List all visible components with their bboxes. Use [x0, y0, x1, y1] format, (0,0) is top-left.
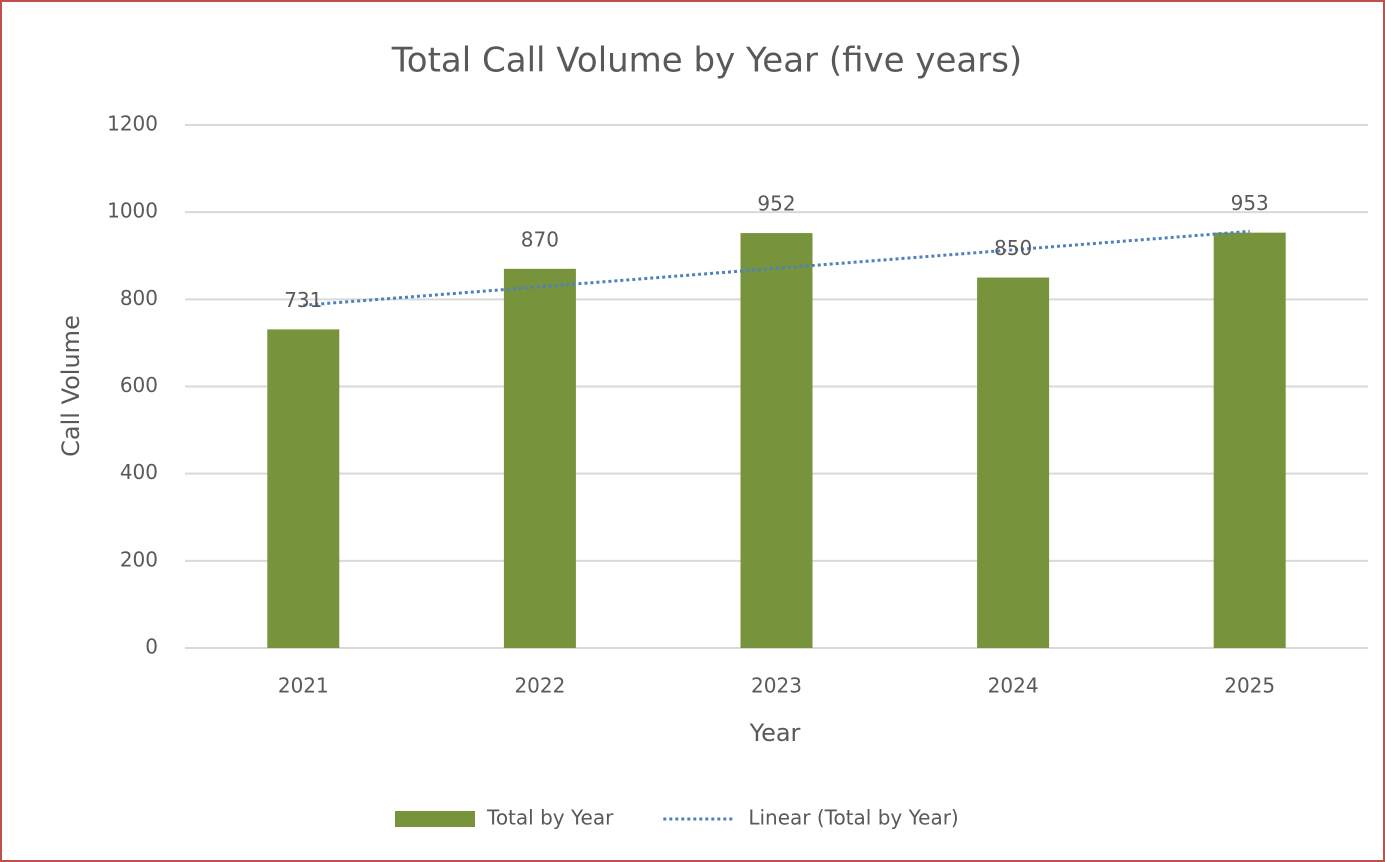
bar	[503, 268, 576, 648]
x-tick-label: 2025	[1224, 674, 1275, 698]
data-label: 850	[994, 236, 1032, 260]
bar	[977, 277, 1050, 648]
data-label: 870	[521, 227, 559, 251]
x-tick-label: 2021	[278, 674, 329, 698]
bar	[267, 329, 340, 648]
data-label: 953	[1231, 191, 1269, 215]
data-label: 731	[284, 288, 322, 312]
y-tick-label: 1200	[107, 112, 158, 136]
x-tick-label: 2022	[514, 674, 565, 698]
y-tick-label: 1000	[107, 199, 158, 223]
y-tick-label: 0	[145, 635, 158, 659]
y-tick-label: 200	[120, 547, 158, 571]
x-tick-label: 2023	[751, 674, 802, 698]
y-tick-label: 400	[120, 460, 158, 484]
legend-swatch	[395, 811, 475, 827]
y-tick-label: 800	[120, 286, 158, 310]
legend-label: Total by Year	[486, 806, 614, 830]
bar	[740, 233, 813, 648]
bar	[1213, 232, 1286, 649]
y-tick-label: 600	[120, 373, 158, 397]
data-label: 952	[757, 192, 795, 216]
trendline	[303, 229, 1250, 307]
chart-title: Total Call Volume by Year (five years)	[391, 41, 1022, 81]
x-axis-label: Year	[749, 719, 801, 747]
legend-label: Linear (Total by Year)	[748, 806, 958, 830]
y-axis-label: Call Volume	[57, 315, 85, 457]
x-tick-label: 2024	[988, 674, 1039, 698]
